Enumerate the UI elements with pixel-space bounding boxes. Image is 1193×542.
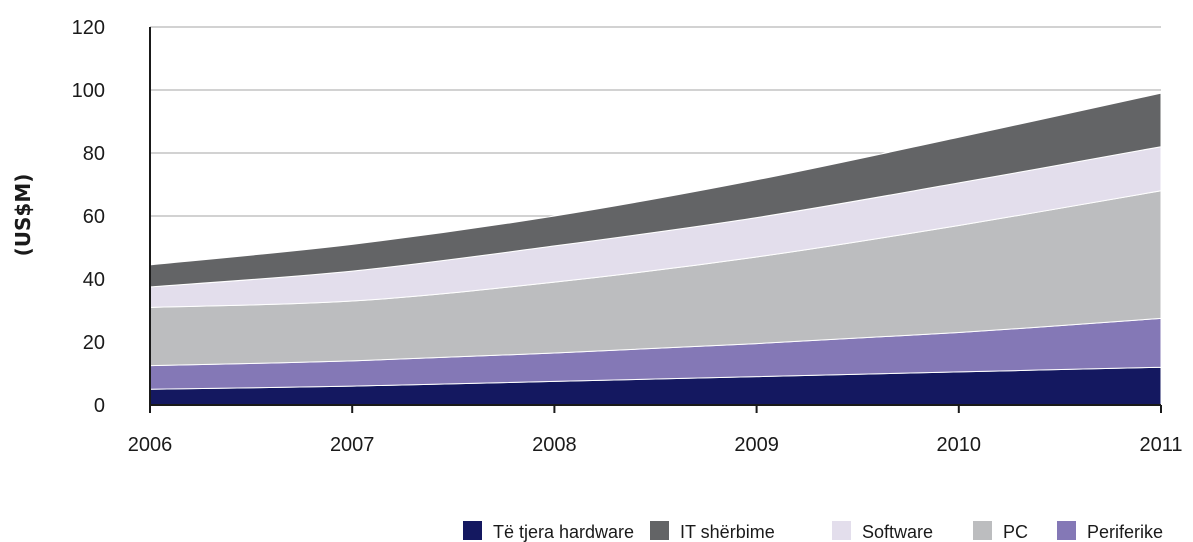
y-axis-tick-labels: 0 20 40 60 80 100 120 bbox=[72, 17, 105, 417]
y-tick-label: 100 bbox=[72, 80, 105, 102]
legend-item: IT shërbime bbox=[650, 521, 775, 542]
legend-label: Të tjera hardware bbox=[493, 522, 634, 542]
x-axis-tick-labels: 2006 2007 2008 2009 2010 2011 bbox=[128, 434, 1183, 456]
legend-swatch bbox=[1057, 521, 1076, 540]
legend-item: Periferike bbox=[1057, 521, 1163, 542]
y-tick-label: 120 bbox=[72, 17, 105, 39]
legend-swatch bbox=[463, 521, 482, 540]
x-tick-label: 2007 bbox=[330, 434, 375, 456]
legend-swatch bbox=[973, 521, 992, 540]
legend-item: Software bbox=[832, 521, 933, 542]
legend-item: PC bbox=[973, 521, 1028, 542]
legend-label: IT shërbime bbox=[680, 522, 775, 542]
y-axis-label: (US$M) bbox=[11, 174, 35, 257]
y-tick-label: 40 bbox=[83, 269, 105, 291]
x-tick-label: 2009 bbox=[734, 434, 779, 456]
y-tick-label: 0 bbox=[94, 395, 105, 417]
y-tick-label: 20 bbox=[83, 332, 105, 354]
x-tick-label: 2011 bbox=[1139, 434, 1182, 456]
legend-swatch bbox=[650, 521, 669, 540]
x-tick-label: 2006 bbox=[128, 434, 173, 456]
legend-item: Të tjera hardware bbox=[463, 521, 634, 542]
legend-swatch bbox=[832, 521, 851, 540]
axes bbox=[149, 27, 1162, 413]
legend-label: Software bbox=[862, 522, 933, 542]
x-tick-label: 2010 bbox=[937, 434, 982, 456]
legend: Të tjera hardware IT shërbime Software PC Pe… bbox=[463, 521, 1163, 542]
area-it-sh-rbime bbox=[149, 92, 1162, 288]
legend-label: PC bbox=[1003, 522, 1028, 542]
x-tick-label: 2008 bbox=[532, 434, 577, 456]
y-tick-label: 80 bbox=[83, 143, 105, 165]
area-series bbox=[149, 92, 1162, 406]
y-tick-label: 60 bbox=[83, 206, 105, 228]
legend-label: Periferike bbox=[1087, 522, 1163, 542]
